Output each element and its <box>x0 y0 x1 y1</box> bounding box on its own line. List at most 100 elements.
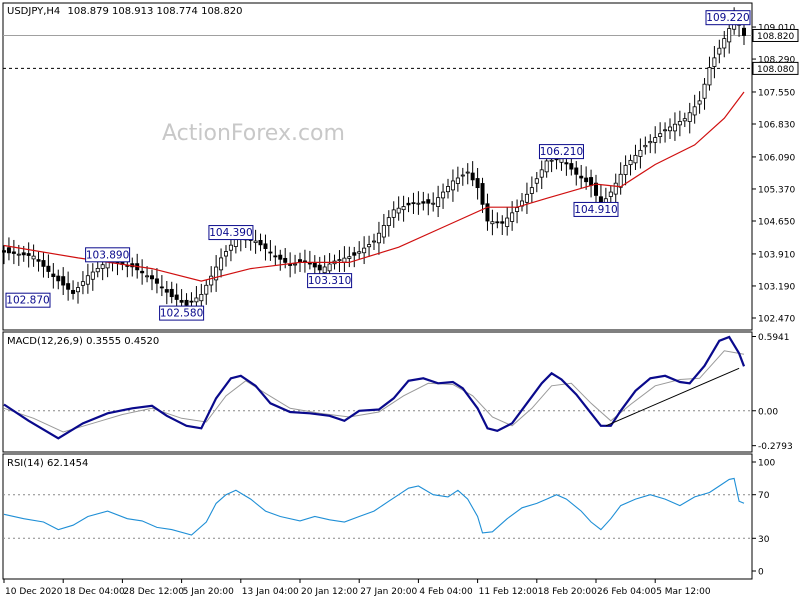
candle-body <box>80 281 85 286</box>
candle <box>722 30 727 58</box>
candle-body <box>490 221 495 225</box>
candle <box>154 268 159 294</box>
candle <box>702 78 707 110</box>
annotation-label: 104.390 <box>209 227 252 239</box>
candle-body <box>411 202 416 205</box>
candle-body <box>445 186 450 193</box>
candle <box>223 245 228 267</box>
candle <box>682 112 687 128</box>
candle <box>90 263 95 291</box>
candle-body <box>56 275 61 282</box>
candle-body <box>500 221 505 224</box>
price-annotation: 109.220 <box>705 10 751 26</box>
candle <box>524 182 529 214</box>
candle-body <box>524 193 529 203</box>
candle-body <box>643 144 648 148</box>
candle <box>253 229 258 254</box>
candle <box>381 213 386 244</box>
candle <box>263 234 268 261</box>
candle <box>648 134 653 154</box>
candle-body <box>421 201 426 204</box>
time-tick-label: 5 Mar 12:00 <box>656 587 711 597</box>
candle <box>209 266 214 293</box>
candle-body <box>465 171 470 174</box>
rsi-tick-label: 100 <box>758 459 775 469</box>
candle-body <box>100 264 105 269</box>
candle <box>278 249 283 271</box>
candle-body <box>16 253 21 256</box>
candle-body <box>352 252 357 256</box>
candle-body <box>85 275 90 285</box>
candle-body <box>648 141 653 144</box>
candle <box>268 240 273 261</box>
candle-body <box>677 121 682 126</box>
candle-body <box>214 266 219 281</box>
candle-body <box>534 178 539 184</box>
candle-body <box>36 259 41 262</box>
candle <box>31 244 36 267</box>
price-tick-label: 105.370 <box>758 185 795 195</box>
rsi-line <box>3 477 745 536</box>
candle-body <box>697 100 702 105</box>
macd-title: MACD(12,26,9) 0.3555 0.4520 <box>7 336 159 347</box>
candle-body <box>263 243 268 249</box>
rsi-layer <box>3 477 752 539</box>
candle-body <box>189 300 194 303</box>
candle <box>71 280 76 300</box>
candle-body <box>569 163 574 170</box>
candle-body <box>594 182 599 196</box>
candle <box>293 254 298 274</box>
candle-body <box>386 217 391 227</box>
candle-body <box>347 256 352 259</box>
macd-line <box>3 335 746 440</box>
candle-body <box>441 191 446 199</box>
candle <box>85 263 90 294</box>
annotation-label: 102.870 <box>6 295 49 307</box>
candle-body <box>322 266 327 274</box>
annotation-box <box>5 292 51 308</box>
price-annotation: 102.870 <box>5 292 51 308</box>
current-price-tag-label: 108.820 <box>757 32 794 42</box>
candle-body <box>564 162 569 165</box>
candle <box>687 102 692 134</box>
watermark: ActionForex.com <box>162 121 345 146</box>
candle-body <box>717 47 722 55</box>
time-tick-label: 10 Dec 2020 <box>5 587 63 597</box>
candle-body <box>663 129 668 132</box>
candle <box>11 239 16 265</box>
rsi-title: RSI(14) 62.1454 <box>7 458 88 469</box>
candle <box>386 210 391 237</box>
candle-body <box>584 177 589 183</box>
candle <box>495 212 500 229</box>
candle-body <box>712 57 717 67</box>
candle-body <box>46 265 51 272</box>
candle-body <box>293 263 298 266</box>
candle-body <box>460 174 465 177</box>
candle <box>6 237 11 261</box>
candle-body <box>549 159 554 162</box>
candle-body <box>342 257 347 263</box>
price-annotation: 104.390 <box>208 225 254 241</box>
candle-body <box>223 251 228 257</box>
candle <box>371 233 376 251</box>
candle-body <box>204 284 209 295</box>
ohlc-label: 108.879 108.913 108.774 108.820 <box>67 6 242 17</box>
candle-body <box>26 253 31 256</box>
candle <box>411 192 416 214</box>
candle-body <box>470 172 475 181</box>
candle <box>608 185 613 205</box>
price-tick-label: 103.910 <box>758 250 795 260</box>
candle-body <box>406 202 411 206</box>
candle <box>658 122 663 144</box>
candle <box>480 177 485 213</box>
candle-body <box>219 257 224 271</box>
candle-body <box>31 255 36 260</box>
candle-body <box>357 251 362 254</box>
candle <box>80 271 85 295</box>
axes-layer: 109.010 108.290 107.550 106.830 106.090 105.3… <box>3 24 799 597</box>
candle <box>490 209 495 236</box>
candle-body <box>283 257 288 263</box>
annotation-label: 109.220 <box>706 12 749 24</box>
candle <box>633 144 638 170</box>
